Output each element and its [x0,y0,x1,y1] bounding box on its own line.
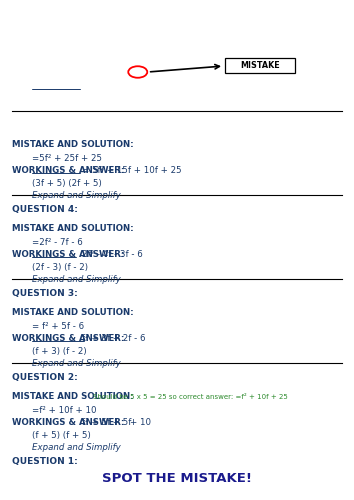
Text: Expand and Simplify: Expand and Simplify [32,275,121,284]
Text: QUESTION 2:: QUESTION 2: [12,373,78,382]
Text: WORKINGS & ANSWER:: WORKINGS & ANSWER: [12,250,124,259]
Text: 2f² - 4f - 3f - 6: 2f² - 4f - 3f - 6 [82,250,143,259]
Text: (2f - 3) (f - 2): (2f - 3) (f - 2) [32,263,88,272]
Text: MISTAKE AND SOLUTION:: MISTAKE AND SOLUTION: [12,140,133,149]
Text: WORKINGS & ANSWER:: WORKINGS & ANSWER: [12,418,124,427]
Text: MISTAKE AND SOLUTION:: MISTAKE AND SOLUTION: [12,392,137,401]
Text: MISTAKE AND SOLUTION:: MISTAKE AND SOLUTION: [12,308,133,317]
Text: QUESTION 3:: QUESTION 3: [12,289,78,298]
Text: WORKINGS & ANSWER:: WORKINGS & ANSWER: [12,334,124,343]
Text: f² + 5f + 5f: f² + 5f + 5f [82,418,134,427]
Text: (f + 3) (f - 2): (f + 3) (f - 2) [32,347,87,356]
Text: MISTAKE: MISTAKE [240,61,280,70]
Text: + 10: + 10 [130,418,151,427]
Text: Expand and Simplify: Expand and Simplify [32,359,121,368]
Text: =f² + 10f + 10: =f² + 10f + 10 [32,406,97,415]
Text: Expand and Simplify: Expand and Simplify [32,191,121,200]
Text: MISTAKE AND SOLUTION:: MISTAKE AND SOLUTION: [12,224,133,233]
Text: QUESTION 1:: QUESTION 1: [12,457,78,466]
Text: QUESTION 4:: QUESTION 4: [12,205,78,214]
Text: = 5f² + 15f + 10f + 25: = 5f² + 15f + 10f + 25 [82,166,182,175]
Text: (f + 5) (f + 5): (f + 5) (f + 5) [32,431,91,440]
Text: (3f + 5) (2f + 5): (3f + 5) (2f + 5) [32,179,102,188]
Text: Expand and Simplify: Expand and Simplify [32,443,121,452]
Text: SPOT THE MISTAKE!: SPOT THE MISTAKE! [102,472,252,485]
Text: WORKINGS & ANSWER:: WORKINGS & ANSWER: [12,166,124,175]
Text: = f² + 5f - 6: = f² + 5f - 6 [32,322,84,331]
Text: =2f² - 7f - 6: =2f² - 7f - 6 [32,238,83,247]
FancyBboxPatch shape [225,58,295,73]
Text: f² + 3f + 2f - 6: f² + 3f + 2f - 6 [82,334,145,343]
Text: =5f² + 25f + 25: =5f² + 25f + 25 [32,154,102,163]
Text: Should be 5 x 5 = 25 so correct answer: =f² + 10f + 25: Should be 5 x 5 = 25 so correct answer: … [93,394,288,400]
